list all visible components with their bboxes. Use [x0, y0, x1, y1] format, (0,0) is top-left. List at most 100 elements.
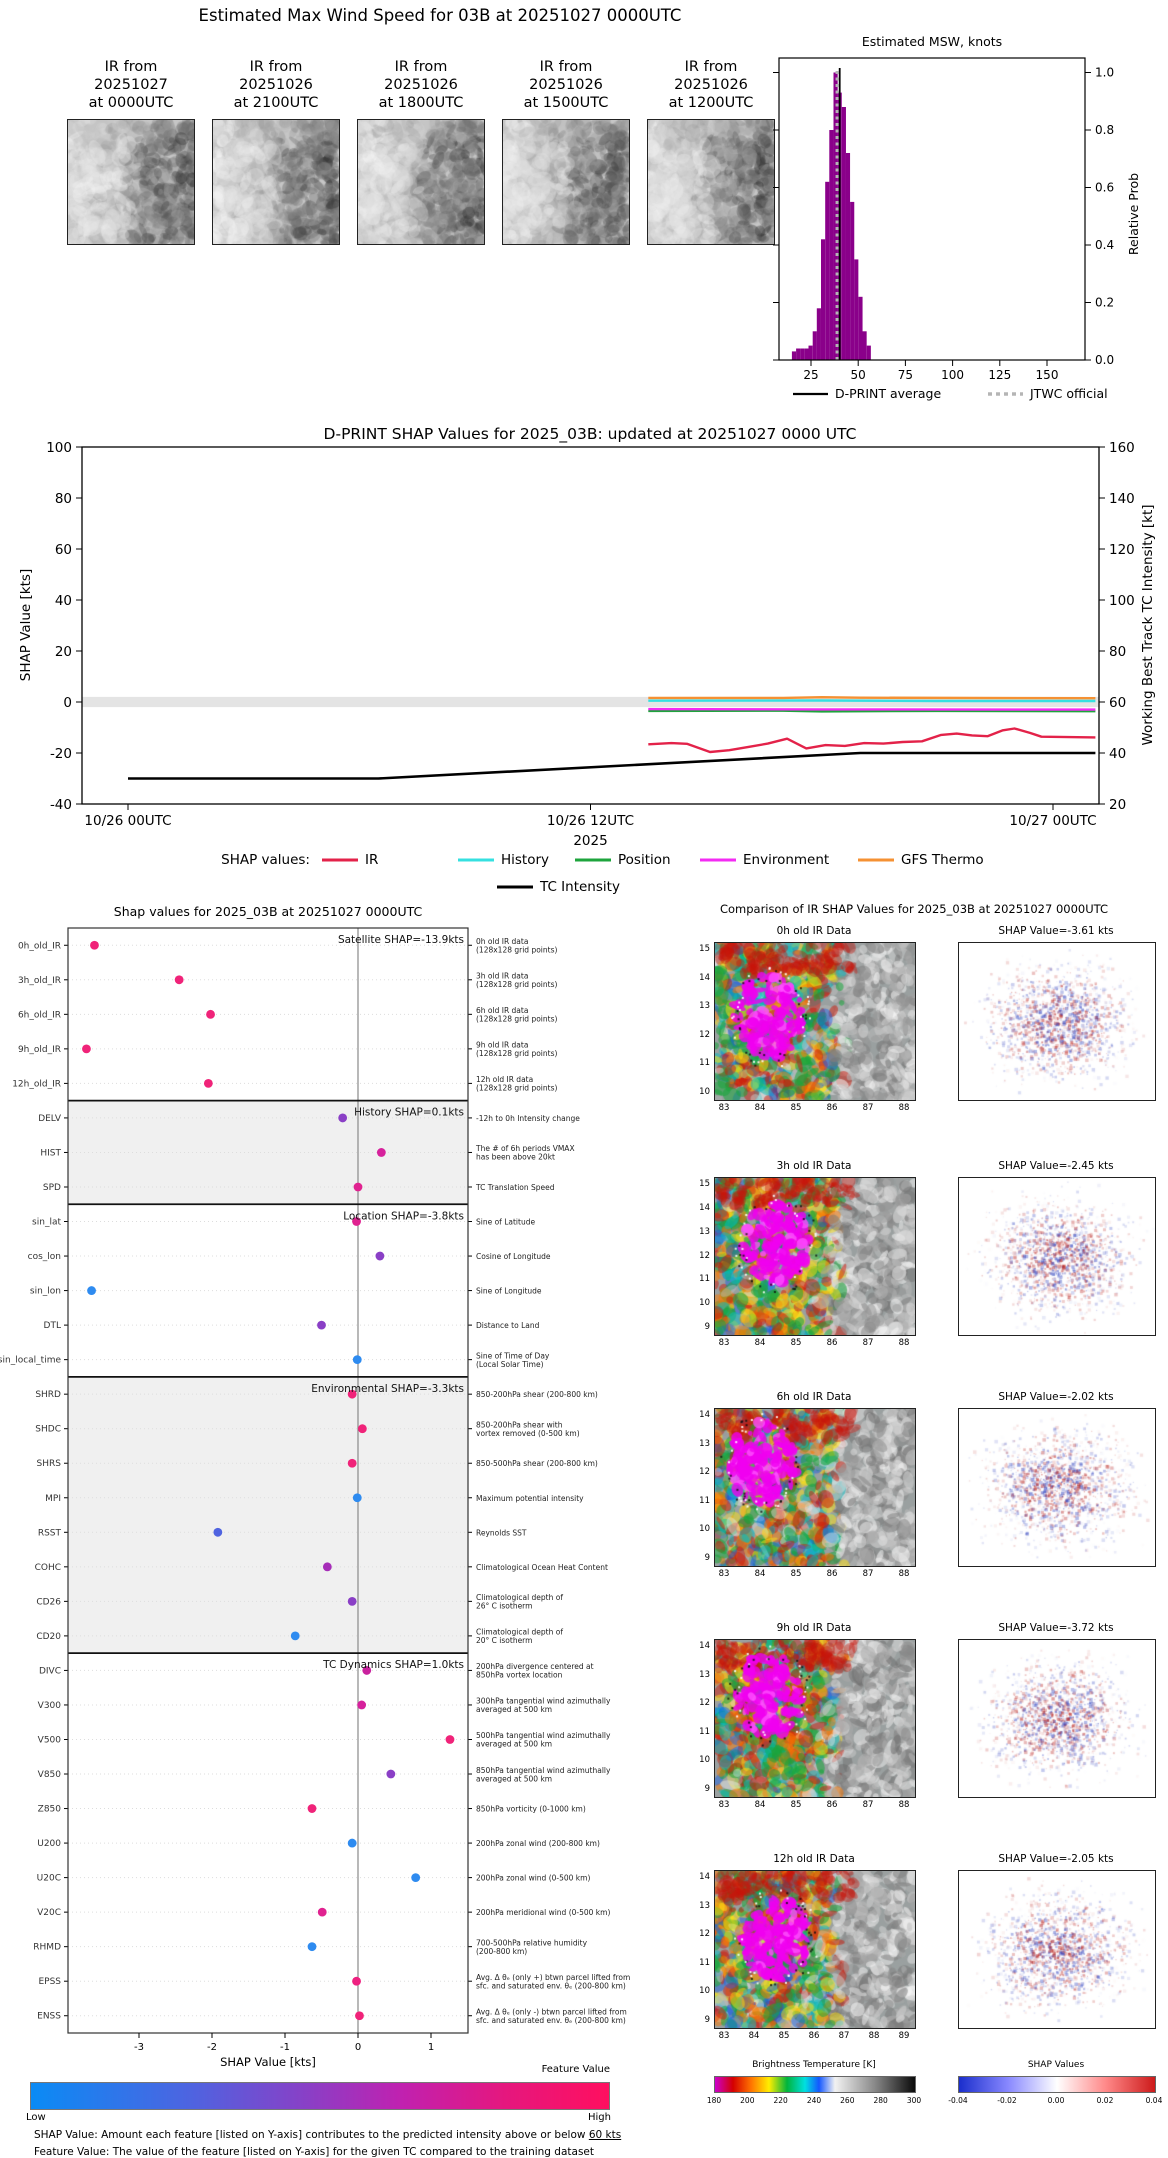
feature-dot-RSST [213, 1527, 223, 1537]
ir-map-xtick: 83 [718, 1338, 730, 1348]
feature-desc-DTL: Distance to Land [476, 1321, 540, 1330]
timeseries-ytick-right: 140 [1109, 491, 1135, 507]
timeseries-ytick-left: 40 [55, 593, 72, 609]
feature-dot-EPSS [352, 1976, 361, 1986]
timeseries-ytick-left: 20 [55, 644, 72, 660]
feature-label-V850: V850 [38, 1770, 62, 1780]
timeseries-ytick-right: 100 [1109, 593, 1135, 609]
timeseries-ylabel-right: Working Best Track TC Intensity [kt] [1140, 504, 1156, 745]
ir-map-ytick: 13 [699, 1438, 710, 1449]
legend-label-environment: Environment [743, 852, 829, 868]
feature-dot-V20C [317, 1907, 327, 1917]
timeseries-ytick-left: 80 [55, 491, 72, 507]
histogram-xtick: 50 [851, 368, 866, 382]
ir-map-xtick: 85 [790, 1800, 802, 1810]
ir-map-xtick: 89 [898, 2031, 910, 2041]
colorbar-low-label: Low [26, 2112, 46, 2123]
timeseries-ytick-right: 60 [1109, 695, 1126, 711]
feature-desc-DELV: -12h to 0h Intensity change [476, 1114, 580, 1123]
feature-desc-SHRD: 850-200hPa shear (200-800 km) [476, 1390, 598, 1399]
feature-dot-MPI [352, 1493, 362, 1503]
feature-label-12h_old_IR: 12h_old_IR [12, 1079, 61, 1089]
legend-label-ir: IR [365, 852, 378, 868]
ir-thumbnail-image [357, 119, 485, 245]
feature-value-footnote: Feature Value: The value of the feature … [34, 2146, 595, 2158]
ir-map-xtick: 83 [718, 1569, 730, 1579]
feature-desc-CD20: Climatological depth of [476, 1628, 563, 1637]
page-title: Estimated Max Wind Speed for 03B at 2025… [198, 6, 682, 25]
ir-data-map-3 [714, 1639, 916, 1798]
section-header-history: History SHAP=0.1kts [354, 1107, 464, 1119]
feature-dot-ENSS [355, 2011, 364, 2021]
histogram-bar [812, 331, 817, 361]
ir-map-ytick: 9 [704, 2015, 710, 2025]
feature-desc-SHDC: 850-200hPa shear with [476, 1420, 563, 1429]
feature-label-HIST: HIST [40, 1148, 61, 1158]
feature-plot-xtick: 0 [355, 2042, 361, 2053]
feature-desc-EPSS: Avg. Δ θₑ (only +) btwn parcel lifted fr… [476, 1973, 630, 1982]
legend-label-gfs-thermo: GFS Thermo [901, 852, 984, 868]
feature-desc-DIVC: 850hPa vortex location [476, 1671, 563, 1680]
ir-thumbnail-caption: IR from [104, 59, 158, 75]
ir-data-map-2 [714, 1408, 916, 1567]
ir-map-ytick: 11 [699, 1274, 710, 1285]
feature-label-V20C: V20C [37, 1908, 61, 1918]
ir-map-ytick: 13 [699, 1900, 710, 1911]
bt-colorbar-tick: 200 [740, 2096, 755, 2105]
ir-map-xtick: 84 [748, 2031, 760, 2041]
shap-colorbar-tick: 0.00 [1047, 2096, 1065, 2105]
feature-desc-V300: averaged at 500 km [476, 1705, 552, 1714]
feature-desc-V300: 300hPa tangential wind azimuthally [476, 1697, 611, 1706]
feature-dot-SPD [353, 1182, 363, 1192]
feature-label-DTL: DTL [44, 1321, 61, 1331]
ir-map-ytick: 11 [699, 1058, 710, 1069]
ir-map-xtick: 88 [868, 2031, 880, 2041]
ir-map-title-4: 12h old IR Data [773, 1853, 855, 1865]
feature-desc-SHRS: 850-500hPa shear (200-800 km) [476, 1459, 598, 1468]
shap-colorbar [958, 2076, 1156, 2093]
ir-thumbnail-3: IR from 20251026 at 1500UTC [491, 58, 641, 249]
ir-map-ytick: 10 [699, 1087, 710, 1097]
jtwc-official-legend-label: JTWC official [1029, 386, 1108, 401]
feature-dot-RHMD [307, 1942, 317, 1952]
feature-dot-cos_lon [375, 1251, 385, 1261]
feature-label-DELV: DELV [38, 1114, 62, 1124]
feature-desc-Z850: 850hPa vorticity (0-1000 km) [476, 1805, 586, 1814]
ir-map-ytick: 11 [699, 1495, 710, 1506]
feature-dot-SHRS [347, 1458, 357, 1468]
histogram-bar [850, 201, 855, 360]
feature-label-ENSS: ENSS [37, 2012, 61, 2022]
feature-desc-V500: 500hPa tangential wind azimuthally [476, 1731, 611, 1740]
feature-desc-CD26: Climatological depth of [476, 1593, 563, 1602]
feature-label-0h_old_IR: 0h_old_IR [18, 941, 61, 951]
histogram-bar [816, 308, 821, 361]
colorbar-high-label: High [588, 2112, 611, 2123]
feature-desc-V850: 850hPa tangential wind azimuthally [476, 1766, 611, 1775]
timeseries-ytick-left: 60 [55, 542, 72, 558]
ir-thumbnail-caption: IR from [394, 59, 448, 75]
timeseries-ylabel-left: SHAP Value [kts] [18, 569, 34, 681]
feature-label-sin_lon: sin_lon [30, 1287, 61, 1297]
shap-value-map-2 [958, 1408, 1156, 1567]
ir-map-xtick: 87 [862, 1338, 874, 1348]
feature-desc-cos_lon: Cosine of Longitude [476, 1252, 551, 1261]
feature-label-DIVC: DIVC [39, 1666, 61, 1676]
feature-plot-xlabel: SHAP Value [kts] [220, 2055, 316, 2069]
ir-data-map-0 [714, 942, 916, 1101]
histogram-xtick: 75 [898, 368, 913, 382]
feature-desc-COHC: Climatological Ocean Heat Content [476, 1563, 608, 1572]
ir-thumbnail-caption: IR from [539, 59, 593, 75]
ir-thumbnail-caption: IR from [684, 59, 738, 75]
series-position [648, 709, 1096, 713]
ir-map-ytick: 12 [699, 1467, 710, 1478]
feature-desc-MPI: Maximum potential intensity [476, 1494, 584, 1503]
feature-label-V300: V300 [38, 1701, 62, 1711]
ir-thumbnail-image [67, 119, 195, 245]
feature-desc-6h_old_IR: 6h old IR data [476, 1006, 528, 1015]
feature-desc-HIST: has been above 20kt [476, 1153, 555, 1162]
feature-desc-3h_old_IR: 3h old IR data [476, 972, 528, 981]
bt-colorbar-label: Brightness Temperature [K] [752, 2060, 876, 2070]
feature-label-cos_lon: cos_lon [28, 1252, 61, 1262]
ir-map-ytick: 14 [699, 1410, 710, 1420]
shap-map-title-3: SHAP Value=-3.72 kts [998, 1622, 1114, 1634]
